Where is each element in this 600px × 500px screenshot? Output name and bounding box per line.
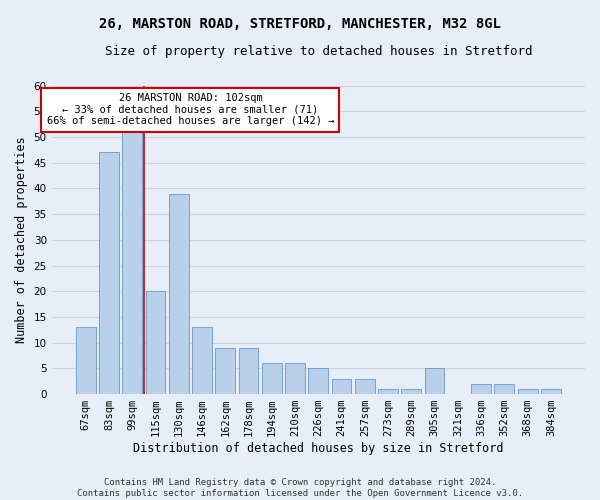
Text: 26 MARSTON ROAD: 102sqm
← 33% of detached houses are smaller (71)
66% of semi-de: 26 MARSTON ROAD: 102sqm ← 33% of detache… bbox=[47, 94, 334, 126]
Bar bbox=[494, 384, 514, 394]
Title: Size of property relative to detached houses in Stretford: Size of property relative to detached ho… bbox=[104, 45, 532, 58]
Bar bbox=[99, 152, 119, 394]
Bar bbox=[76, 327, 95, 394]
Bar bbox=[355, 378, 375, 394]
Bar bbox=[285, 363, 305, 394]
Bar bbox=[425, 368, 445, 394]
Bar bbox=[122, 132, 142, 394]
Bar bbox=[541, 389, 561, 394]
Bar bbox=[308, 368, 328, 394]
Text: Contains HM Land Registry data © Crown copyright and database right 2024.
Contai: Contains HM Land Registry data © Crown c… bbox=[77, 478, 523, 498]
Bar bbox=[401, 389, 421, 394]
Bar bbox=[215, 348, 235, 394]
Bar bbox=[146, 291, 166, 394]
X-axis label: Distribution of detached houses by size in Stretford: Distribution of detached houses by size … bbox=[133, 442, 503, 455]
Bar bbox=[518, 389, 538, 394]
Bar bbox=[262, 363, 282, 394]
Bar bbox=[378, 389, 398, 394]
Bar bbox=[169, 194, 188, 394]
Bar bbox=[239, 348, 259, 394]
Bar bbox=[471, 384, 491, 394]
Y-axis label: Number of detached properties: Number of detached properties bbox=[15, 136, 28, 343]
Text: 26, MARSTON ROAD, STRETFORD, MANCHESTER, M32 8GL: 26, MARSTON ROAD, STRETFORD, MANCHESTER,… bbox=[99, 18, 501, 32]
Bar bbox=[192, 327, 212, 394]
Bar bbox=[332, 378, 352, 394]
